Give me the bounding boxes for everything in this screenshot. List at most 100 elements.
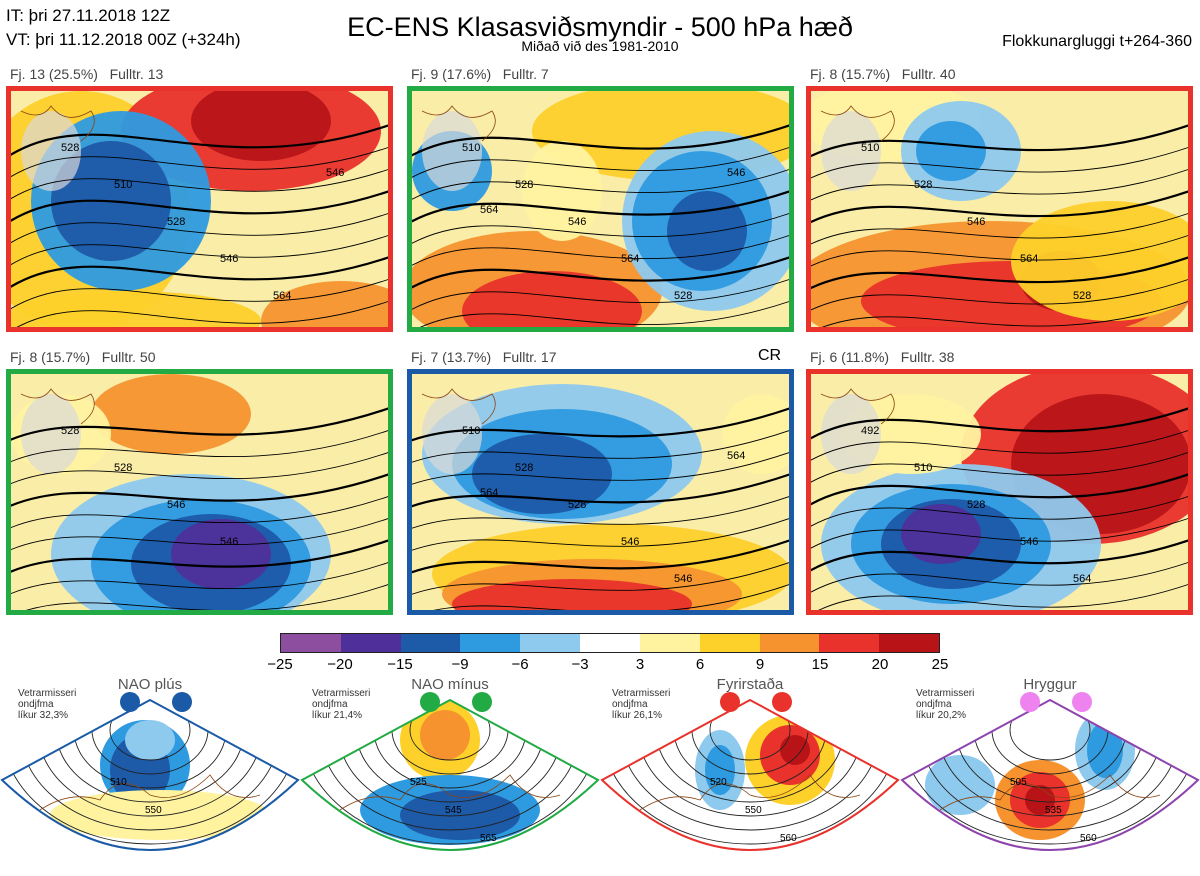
regime-contour-label: 545 [445, 805, 462, 816]
anomaly-area [1011, 201, 1188, 321]
regime-sector-frame [900, 698, 1200, 851]
contour-label: 546 [674, 573, 692, 585]
regime-coastline [939, 774, 1161, 811]
regime-map-blocking: 520 550 560 [600, 690, 900, 871]
height-contour [811, 407, 1188, 440]
contour-label: 528 [167, 216, 185, 228]
colorbar-segment [281, 634, 341, 652]
panel-label: Fj. 8 (15.7%) Fulltr. 40 [810, 66, 956, 82]
height-contour [11, 473, 388, 507]
regime-anomaly-area [1087, 722, 1123, 778]
height-contour [11, 190, 388, 223]
height-contour [11, 539, 388, 573]
anomaly-area [472, 434, 612, 514]
regime-anomaly-area [125, 720, 175, 760]
height-contour [412, 561, 789, 595]
height-contour [11, 517, 388, 551]
height-contour [412, 146, 789, 178]
coastline [820, 388, 895, 425]
panel-label: Fj. 7 (13.7%) Fulltr. 17 [411, 349, 557, 365]
colorbar-tick: 3 [635, 656, 645, 673]
regime-contour-label: 510 [110, 777, 127, 788]
regime-title: NAO plús [117, 676, 183, 693]
height-contour [412, 517, 789, 551]
colorbar-tick: 6 [695, 656, 705, 673]
regime-title: NAO mínus [411, 676, 489, 693]
colorbar-segment [580, 634, 640, 652]
contour-label: 528 [674, 290, 692, 302]
height-contour [811, 473, 1188, 506]
regime-contour [409, 700, 491, 761]
regime-coastline [639, 774, 861, 811]
regime-marker-dot [1072, 692, 1092, 712]
height-contour [412, 124, 789, 157]
regime-marker-dot [472, 692, 492, 712]
height-contour [11, 429, 388, 463]
contour-label: 564 [621, 253, 639, 265]
height-contour [412, 256, 789, 289]
cluster-map-2: 510 528 546 564 528 546 564 [407, 86, 794, 332]
regime-coastline [39, 774, 261, 811]
height-contour [818, 583, 1188, 610]
height-contour [811, 429, 1188, 461]
cr-label: CR [758, 347, 782, 364]
contour-label: 564 [480, 487, 498, 499]
colorbar-tick: 9 [755, 656, 765, 673]
contour-label: 564 [1073, 573, 1091, 585]
anomaly-area [91, 374, 251, 454]
colorbar-tick: −3 [571, 656, 589, 673]
height-contour [11, 146, 388, 178]
height-contour [11, 124, 388, 157]
height-contour [412, 190, 789, 223]
page-title: EC-ENS Klasasviðsmyndir - 500 hPa hæð [347, 12, 853, 42]
contour-label: 528 [515, 462, 533, 474]
height-contour [11, 451, 388, 485]
height-contour [811, 212, 1188, 245]
height-contour [420, 300, 789, 327]
anomaly-area [11, 291, 261, 327]
land-area [422, 394, 482, 474]
anomaly-area [171, 519, 271, 589]
contour-label: 492 [861, 425, 879, 437]
contour-label: 546 [220, 253, 238, 265]
contour-label: 546 [967, 216, 985, 228]
regime-contour [709, 700, 791, 761]
colorbar-segment [759, 634, 820, 652]
regime-anomaly-area [400, 790, 520, 840]
colorbar-tick: −15 [387, 656, 413, 673]
contour-label: 546 [727, 167, 745, 179]
contour-label: 564 [1020, 253, 1038, 265]
height-contour [11, 234, 388, 266]
height-contour [811, 451, 1188, 483]
regime-marker-dot [420, 692, 440, 712]
height-contour [16, 300, 388, 327]
regime-title: Fyrirstaða [716, 676, 784, 693]
colorbar-tick: 20 [871, 656, 889, 673]
contour-label: 564 [480, 204, 498, 216]
regime-note: Vetrarmisseri ondjfma líkur 21,4% [312, 688, 371, 721]
coastline [20, 105, 95, 142]
colorbar-tick: −20 [327, 656, 353, 673]
contour-label: 528 [114, 462, 132, 474]
height-contour [11, 256, 388, 289]
regime-sector-frame [300, 698, 600, 851]
colorbar-segment [699, 634, 760, 652]
height-contour [811, 124, 1188, 158]
regime-anomaly-area [925, 755, 995, 815]
regime-contour-label: 525 [410, 777, 427, 788]
regime-contour-label: 565 [480, 833, 497, 844]
height-contour [811, 561, 1188, 593]
regime-anomaly-area [420, 710, 470, 760]
contour-label: 564 [727, 450, 745, 462]
height-contour [11, 495, 388, 529]
valid-time: VT: þri 11.12.2018 00Z (+324h) [6, 30, 241, 49]
colorbar-tick: 15 [811, 656, 829, 673]
regime-coastline [339, 774, 561, 811]
anomaly-area [667, 191, 747, 271]
height-contour [412, 473, 789, 508]
init-time: IT: þri 27.11.2018 12Z [6, 6, 171, 25]
colorbar-segment [879, 634, 939, 652]
contour-label: 546 [621, 536, 639, 548]
coastline [421, 105, 496, 142]
height-contour [811, 278, 1188, 311]
